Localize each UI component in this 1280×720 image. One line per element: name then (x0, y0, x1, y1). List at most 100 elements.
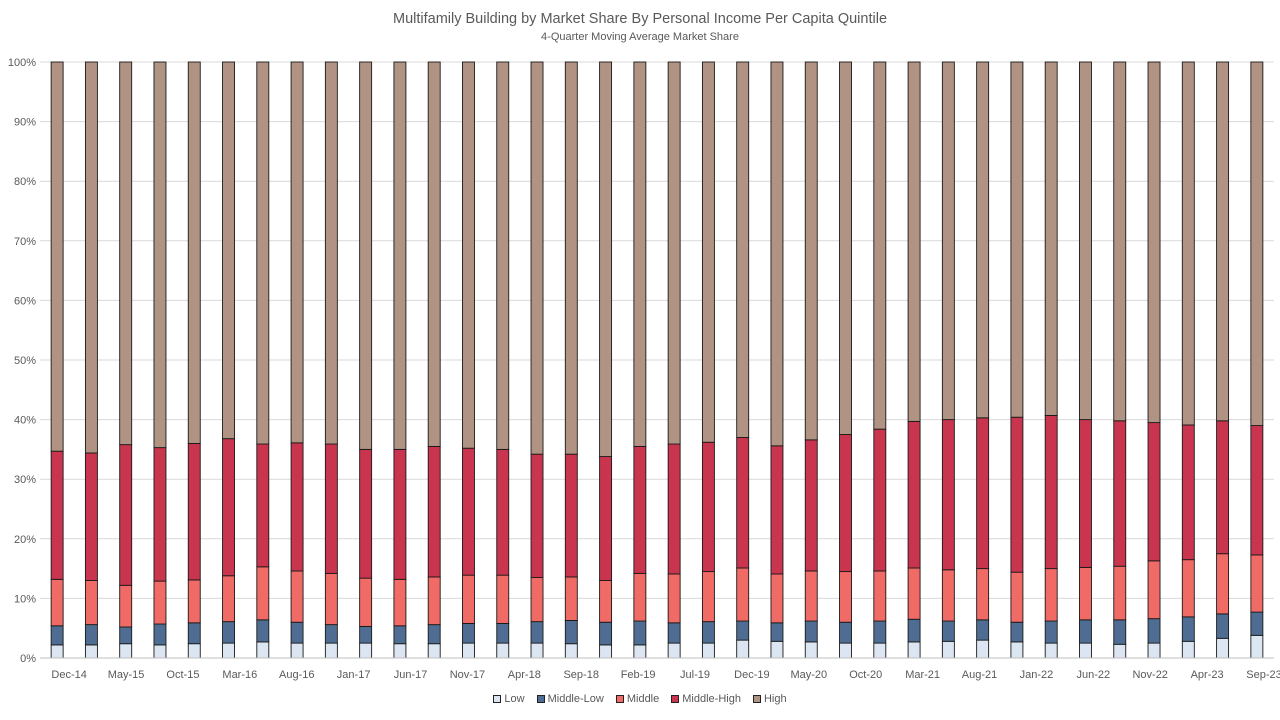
bar-segment (667, 642, 681, 659)
bar-segment (770, 573, 784, 624)
bar-segment (564, 620, 578, 645)
bar-segment (1250, 611, 1264, 636)
bar-segment (941, 61, 955, 421)
bar-segment (564, 453, 578, 578)
x-tick-label: Nov-17 (450, 669, 485, 681)
bar-segment (907, 61, 921, 422)
x-tick-label: Oct-20 (849, 669, 882, 681)
bar-segment (770, 61, 784, 447)
bar-segment (839, 621, 852, 644)
x-tick-label: Mar-21 (905, 669, 940, 681)
bar-segment (667, 443, 681, 575)
bar-segment (256, 443, 270, 568)
legend-label: Middle-High (682, 693, 741, 705)
bar-segment (359, 642, 373, 659)
bar-segment (359, 625, 373, 644)
bar-segment (256, 619, 270, 643)
bar-segment (359, 577, 373, 627)
bar-segment (976, 61, 990, 419)
x-tick-label: Aug-16 (279, 669, 314, 681)
bar-segment (839, 434, 852, 573)
bar-segment (873, 428, 887, 572)
bar-segment (1181, 424, 1195, 561)
x-tick-label: Jun-17 (394, 669, 428, 681)
bar-segment (496, 61, 510, 450)
x-tick-label: Mar-16 (222, 669, 257, 681)
bar-segment (222, 61, 235, 440)
bar-segment (290, 642, 304, 659)
bar-segment (324, 624, 338, 644)
bar-segment (770, 640, 784, 659)
bar-segment (1181, 640, 1195, 659)
bar-segment (633, 61, 647, 447)
bar-segment (1079, 61, 1092, 421)
bar-segment (839, 642, 852, 659)
bar-segment (222, 621, 235, 644)
y-tick-label: 70% (14, 236, 36, 248)
bar-segment (187, 643, 201, 659)
x-tick-label: Feb-19 (621, 669, 656, 681)
bar-segment (393, 61, 407, 450)
bar-segment (976, 639, 990, 659)
bar-segment (1044, 568, 1058, 622)
bar-segment (1079, 642, 1092, 659)
y-tick-label: 80% (14, 176, 36, 188)
bar-segment (667, 573, 681, 624)
legend-item: Middle-High (671, 693, 741, 705)
bar-segment (736, 61, 750, 438)
bar-segment (1216, 553, 1230, 615)
legend-swatch (752, 695, 761, 703)
x-tick-label: Apr-18 (508, 669, 541, 681)
bar-segment (907, 567, 921, 620)
x-tick-label: Apr-23 (1191, 669, 1224, 681)
bar-segment (907, 618, 921, 643)
bar-segment (599, 61, 613, 458)
bar-segment (84, 61, 98, 454)
bar-segment (770, 445, 784, 575)
bar-segment (667, 61, 681, 445)
chart-legend: Low Middle-Low Middle Middle-High High (0, 693, 1280, 705)
legend-item: Middle-Low (536, 693, 604, 705)
bar-segment (222, 438, 235, 577)
bar-segment (804, 620, 818, 643)
bar-segment (1044, 61, 1058, 416)
bar-segment (1181, 559, 1195, 618)
chart-subtitle: 4-Quarter Moving Average Market Share (541, 31, 739, 43)
bar-segment (530, 453, 544, 578)
bar-segment (1010, 621, 1024, 643)
y-tick-label: 50% (14, 355, 36, 367)
bar-segment (1147, 642, 1161, 659)
bar-segment (633, 644, 647, 659)
bar-segment (119, 444, 133, 586)
bar-segment (119, 626, 133, 645)
bar-segment (1216, 637, 1230, 659)
bar-segment (1113, 61, 1127, 422)
bar-segment (941, 569, 955, 622)
bar-segment (119, 643, 133, 659)
bar-segment (222, 575, 235, 623)
bar-segment (84, 644, 98, 659)
bar-segment (907, 641, 921, 659)
bar-segment (496, 448, 510, 576)
bar-segment (427, 624, 441, 645)
bar-segment (1113, 619, 1127, 645)
x-tick-label: Dec-19 (734, 669, 769, 681)
bar-segment (770, 622, 784, 642)
y-tick-label: 40% (14, 415, 36, 427)
bar-segment (804, 439, 818, 572)
y-tick-label: 30% (14, 474, 36, 486)
bar-segment (976, 619, 990, 641)
x-tick-label: Nov-22 (1132, 669, 1167, 681)
bar-segment (941, 419, 955, 571)
bar-segment (530, 61, 544, 455)
bar-segment (187, 622, 201, 645)
bar-segment (119, 584, 133, 628)
bar-segment (599, 456, 613, 581)
y-tick-label: 20% (14, 534, 36, 546)
bar-segment (530, 577, 544, 623)
bar-segment (393, 578, 407, 627)
bar-segment (290, 570, 304, 623)
bar-segment (701, 571, 715, 623)
bar-segment (941, 620, 955, 642)
